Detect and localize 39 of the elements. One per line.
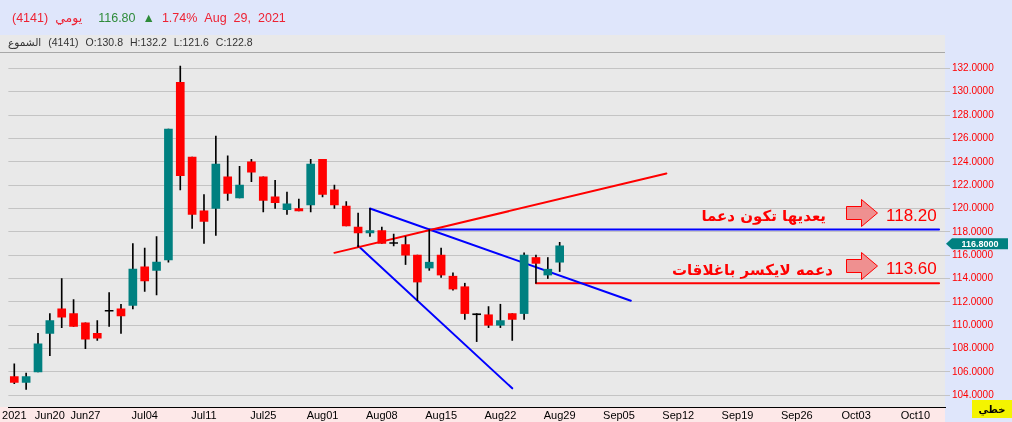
y-tick-label: 114.0000 — [952, 272, 994, 284]
chart-subtitle: 116.80 ▲ 1.74% Aug 29, 2021 — [98, 10, 286, 25]
x-tick-label: Sep12 — [662, 408, 695, 421]
x-tick-label: Oct10 — [900, 408, 931, 421]
x-tick-label: Aug01 — [306, 408, 339, 421]
x-tick-label: Aug15 — [425, 408, 458, 421]
text: خطي — [972, 400, 1012, 418]
x-tick-label: Sep26 — [780, 408, 813, 421]
x-tick-label: Jul04 — [131, 408, 158, 421]
x-tick-label: Oct03 — [841, 408, 871, 421]
y-tick-label: 120.0000 — [952, 202, 995, 214]
x-tick-label: Jun20 — [34, 408, 65, 421]
y-tick-label: 104.0000 — [952, 389, 995, 401]
annotation: 118.20 — [886, 205, 937, 225]
y-tick-label: 128.0000 — [952, 108, 995, 120]
y-tick-label: 112.0000 — [952, 295, 994, 307]
y-tick-label: 106.0000 — [952, 365, 995, 377]
x-tick-label: Jun27 — [70, 408, 101, 421]
y-tick-label: 116.0000 — [952, 248, 994, 260]
y-tick-label: 130.0000 — [952, 85, 995, 97]
y-tick-label: 118.0000 — [952, 225, 994, 237]
y-tick-label: 108.0000 — [952, 342, 995, 354]
x-tick-label: Aug08 — [365, 408, 398, 421]
x-tick-label: 2021 — [2, 408, 27, 421]
annotation: دعمه لايكسر باغلاقات — [671, 260, 834, 279]
x-tick-label: Aug22 — [484, 408, 517, 421]
y-tick-label: 110.0000 — [952, 319, 994, 331]
x-tick-label: Aug29 — [543, 408, 576, 421]
annotation: يعديها تكون دعما — [701, 206, 826, 225]
x-tick-label: Sep05 — [603, 408, 635, 421]
x-tick-label: Jul25 — [250, 408, 277, 421]
x-tick-label: Jul11 — [191, 408, 217, 421]
x-tick-label: Sep19 — [721, 408, 754, 421]
annotation: 113.60 — [886, 259, 937, 279]
y-tick-label: 126.0000 — [952, 132, 995, 144]
y-tick-label: 132.0000 — [952, 62, 995, 74]
y-tick-label: 124.0000 — [952, 155, 995, 167]
text: 116.8000 — [961, 238, 999, 249]
y-tick-label: 122.0000 — [952, 178, 995, 190]
